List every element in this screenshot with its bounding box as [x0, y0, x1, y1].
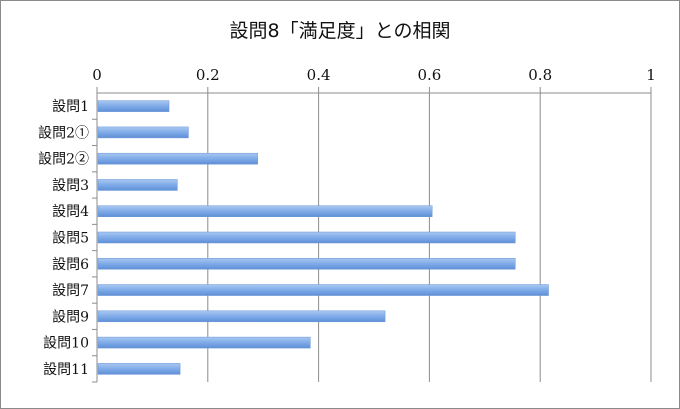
category-label: 設問2①: [38, 125, 89, 141]
bar: [97, 205, 433, 217]
bar: [97, 336, 311, 349]
bars: [97, 100, 549, 375]
bar: [97, 310, 386, 323]
category-labels: 設問1 設問2① 設問2② 設問3 設問4 設問5 設問6 設問7 設問9 設問10 設問11: [38, 99, 89, 378]
bar: [97, 231, 516, 244]
bar: [97, 152, 258, 165]
chart-title: 設問8「満足度」との相関: [229, 20, 451, 42]
axes: [92, 87, 652, 383]
bar: [97, 284, 549, 296]
category-label: 設問1: [52, 99, 89, 115]
category-label: 設問3: [52, 178, 89, 194]
bar: [97, 100, 170, 112]
x-tick-label: 0.4: [307, 66, 331, 84]
category-label: 設問11: [43, 362, 89, 378]
bar: [97, 258, 516, 270]
category-label: 設問2②: [38, 152, 89, 168]
x-tick-label: 0.2: [196, 66, 220, 84]
x-tick-label: 0: [92, 66, 102, 84]
category-label: 設問4: [52, 204, 89, 220]
category-label: 設問10: [43, 336, 89, 352]
bar: [97, 363, 181, 375]
x-tick-label: 1: [646, 66, 656, 84]
category-label: 設問5: [52, 231, 89, 247]
category-label: 設問7: [52, 283, 89, 299]
bar: [97, 126, 189, 139]
x-tick-label: 0.6: [417, 66, 441, 84]
tick-labels: 0 0.2 0.4 0.6 0.8 1: [92, 66, 656, 84]
x-tick-label: 0.8: [528, 66, 552, 84]
category-label: 設問6: [52, 257, 89, 273]
category-label: 設問9: [52, 309, 89, 325]
bar: [97, 179, 178, 191]
